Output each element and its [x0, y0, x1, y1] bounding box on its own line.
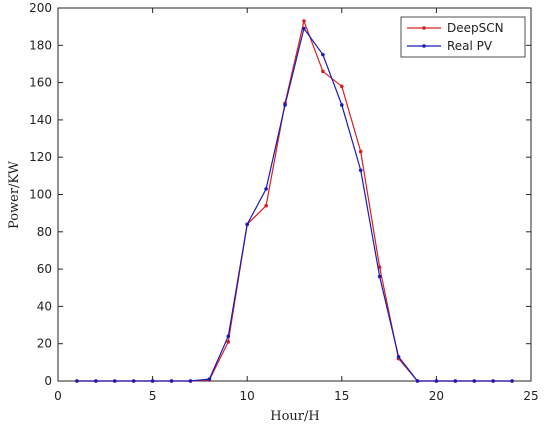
data-point [415, 379, 420, 383]
data-point [377, 274, 382, 279]
data-point [131, 379, 136, 383]
data-point [302, 26, 306, 31]
y-tick-label: 40 [37, 299, 52, 313]
y-tick-label: 200 [29, 1, 52, 15]
data-point [112, 379, 117, 383]
legend-box [400, 16, 526, 58]
data-point [340, 103, 344, 107]
data-point [264, 203, 268, 208]
y-tick-label: 20 [37, 337, 52, 351]
data-point [207, 377, 212, 381]
series-line [76, 27, 513, 382]
data-point [188, 379, 193, 383]
x-tick-label: 25 [523, 389, 538, 403]
data-point [358, 168, 363, 173]
y-tick-label: 100 [29, 188, 52, 202]
data-point [150, 379, 155, 383]
data-point [434, 379, 439, 383]
x-tick-label: 0 [54, 389, 62, 403]
data-point [321, 52, 325, 57]
y-tick-label: 180 [29, 38, 52, 52]
y-tick-label: 60 [37, 262, 52, 276]
y-tick-label: 0 [44, 374, 52, 388]
y-tick-label: 160 [29, 76, 52, 90]
data-point [472, 379, 477, 383]
y-tick-label: 120 [29, 150, 52, 164]
data-point [75, 379, 79, 383]
data-point [358, 149, 363, 154]
y-tick-label: 140 [29, 113, 52, 127]
data-point [321, 69, 325, 74]
data-point [340, 84, 344, 89]
data-point [491, 379, 495, 383]
x-axis-label: Hour/H [270, 409, 319, 424]
data-point [302, 19, 306, 23]
data-point [94, 379, 98, 383]
legend-marker [422, 44, 426, 48]
x-tick-label: 15 [334, 389, 349, 403]
legend-label: DeepSCN [447, 21, 504, 35]
x-tick-label: 20 [429, 389, 444, 403]
legend-label: Real PV [447, 39, 493, 53]
data-point [245, 222, 249, 227]
data-point [510, 379, 514, 383]
data-point [264, 187, 268, 191]
x-tick-label: 5 [149, 389, 157, 403]
data-point [453, 379, 458, 383]
legend-marker [422, 26, 426, 30]
y-axis-label: Power/KW [7, 160, 22, 229]
data-point [226, 334, 231, 339]
data-point [226, 340, 231, 344]
x-tick-label: 10 [240, 389, 255, 403]
data-point [396, 354, 401, 359]
data-point [169, 379, 174, 383]
y-tick-label: 80 [37, 225, 52, 239]
data-point [283, 103, 287, 107]
